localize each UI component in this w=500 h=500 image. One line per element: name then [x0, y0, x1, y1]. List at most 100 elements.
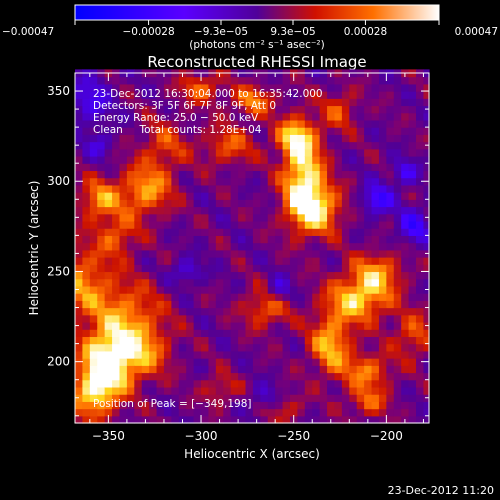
heatmap-cell — [304, 278, 313, 287]
heatmap-cell — [334, 127, 343, 135]
heatmap-cell — [245, 329, 254, 338]
heatmap-cell — [408, 386, 417, 395]
heatmap-cell — [223, 285, 232, 294]
heatmap-cell — [178, 119, 187, 128]
heatmap-cell — [267, 141, 276, 150]
heatmap-cell — [134, 199, 143, 208]
heatmap-cell — [282, 386, 291, 395]
heatmap-cell — [297, 228, 306, 236]
heatmap-cell — [156, 415, 165, 424]
heatmap-cell — [201, 314, 210, 323]
heatmap-cell — [223, 336, 232, 345]
heatmap-cell — [349, 199, 358, 208]
heatmap-cell — [386, 98, 395, 107]
heatmap-cell — [201, 257, 210, 265]
heatmap-cell — [252, 249, 261, 258]
heatmap-cell — [252, 401, 261, 410]
heatmap-cell — [141, 184, 150, 193]
heatmap-cell — [371, 271, 380, 280]
heatmap-cell — [186, 300, 195, 309]
heatmap-cell — [371, 206, 380, 215]
heatmap-cell — [386, 293, 395, 301]
heatmap-cell — [141, 141, 150, 150]
heatmap-cell — [252, 228, 261, 236]
heatmap-cell — [208, 408, 217, 417]
heatmap-cell — [163, 105, 172, 114]
heatmap-cell — [356, 408, 365, 417]
heatmap-cell — [171, 148, 180, 157]
heatmap-cell — [423, 148, 430, 157]
heatmap-cell — [408, 415, 417, 424]
heatmap-cell — [171, 257, 180, 265]
heatmap-cell — [171, 235, 180, 244]
heatmap-cell — [178, 394, 187, 402]
heatmap-cell — [223, 372, 232, 381]
heatmap-cell — [260, 329, 269, 338]
heatmap-cell — [289, 199, 298, 208]
heatmap-cell — [267, 336, 276, 345]
heatmap-cell — [289, 300, 298, 309]
heatmap-cell — [134, 228, 143, 236]
heatmap-cell — [208, 321, 217, 330]
heatmap-cell — [156, 249, 165, 258]
heatmap-cell — [312, 235, 321, 244]
heatmap-cell — [334, 177, 343, 186]
heatmap-cell — [327, 343, 336, 352]
heatmap-cell — [371, 401, 380, 410]
heatmap-cell — [112, 386, 121, 395]
heatmap-cell — [245, 300, 254, 309]
heatmap-cell — [201, 155, 210, 164]
heatmap-cell — [245, 415, 254, 424]
heatmap-cell — [134, 314, 143, 323]
heatmap-cell — [252, 213, 261, 222]
heatmap-cell — [193, 300, 202, 309]
heatmap-cell — [312, 336, 321, 345]
heatmap-cell — [349, 141, 358, 150]
heatmap-cell — [112, 148, 121, 157]
heatmap-cell — [119, 365, 128, 374]
heatmap-cell — [186, 119, 195, 128]
heatmap-cell — [238, 105, 247, 114]
heatmap-cell — [245, 155, 254, 164]
heatmap-cell — [267, 163, 276, 172]
heatmap-cell — [171, 119, 180, 128]
heatmap-cell — [134, 184, 143, 193]
heatmap-cell — [230, 235, 239, 244]
heatmap-cell — [230, 76, 239, 85]
heatmap-cell — [238, 372, 247, 381]
heatmap-cell — [334, 235, 343, 244]
heatmap-cell — [267, 148, 276, 157]
heatmap-cell — [334, 336, 343, 345]
heatmap-cell — [408, 307, 417, 316]
heatmap-cell — [378, 415, 387, 424]
heatmap-cell — [238, 220, 247, 229]
heatmap-cell — [112, 336, 121, 345]
heatmap-cell — [282, 300, 291, 309]
heatmap-cell — [408, 98, 417, 107]
heatmap-cell — [423, 350, 430, 359]
heatmap-cell — [327, 220, 336, 229]
heatmap-cell — [134, 401, 143, 410]
heatmap-cell — [163, 141, 172, 150]
heatmap-cell — [193, 408, 202, 417]
heatmap-cell — [230, 177, 239, 186]
heatmap-cell — [393, 321, 402, 330]
heatmap-cell — [289, 235, 298, 244]
heatmap-cell — [163, 83, 172, 92]
heatmap-cell — [275, 170, 284, 179]
heatmap-cell — [89, 163, 98, 172]
heatmap-cell — [238, 184, 247, 193]
heatmap-cell — [215, 213, 224, 222]
heatmap-cell — [401, 314, 410, 323]
heatmap-cell — [423, 127, 430, 135]
heatmap-cell — [223, 408, 232, 417]
heatmap-cell — [386, 228, 395, 236]
heatmap-cell — [104, 249, 113, 258]
heatmap-cell — [104, 184, 113, 193]
heatmap-cell — [112, 307, 121, 316]
heatmap-cell — [193, 336, 202, 345]
heatmap-cell — [149, 372, 158, 381]
heatmap-cell — [75, 112, 84, 121]
heatmap-cell — [282, 112, 291, 121]
heatmap-cell — [364, 119, 373, 128]
